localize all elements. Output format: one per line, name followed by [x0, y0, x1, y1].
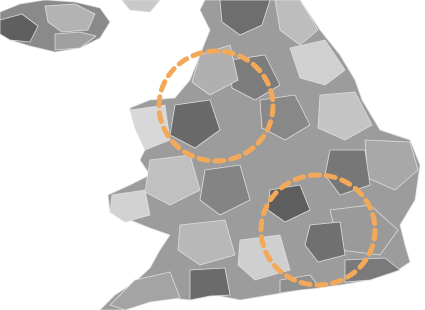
region: [144, 154, 201, 206]
region: [0, 13, 39, 43]
region: [317, 91, 373, 141]
region: [344, 257, 401, 283]
region: [109, 189, 151, 223]
region: [121, 0, 161, 13]
region: [274, 0, 319, 46]
region: [199, 164, 251, 216]
region: [177, 219, 236, 266]
highlight-circle: [156, 48, 276, 164]
region: [189, 267, 231, 301]
england-wales: [99, 0, 421, 310]
region: [109, 271, 181, 310]
region: [191, 44, 239, 96]
region: [304, 221, 346, 263]
northern-ireland: [0, 0, 161, 53]
region: [54, 31, 97, 51]
region: [169, 99, 221, 149]
region: [44, 3, 96, 33]
region: [219, 0, 271, 36]
region: [289, 39, 346, 86]
highlight-circle: [258, 172, 378, 288]
